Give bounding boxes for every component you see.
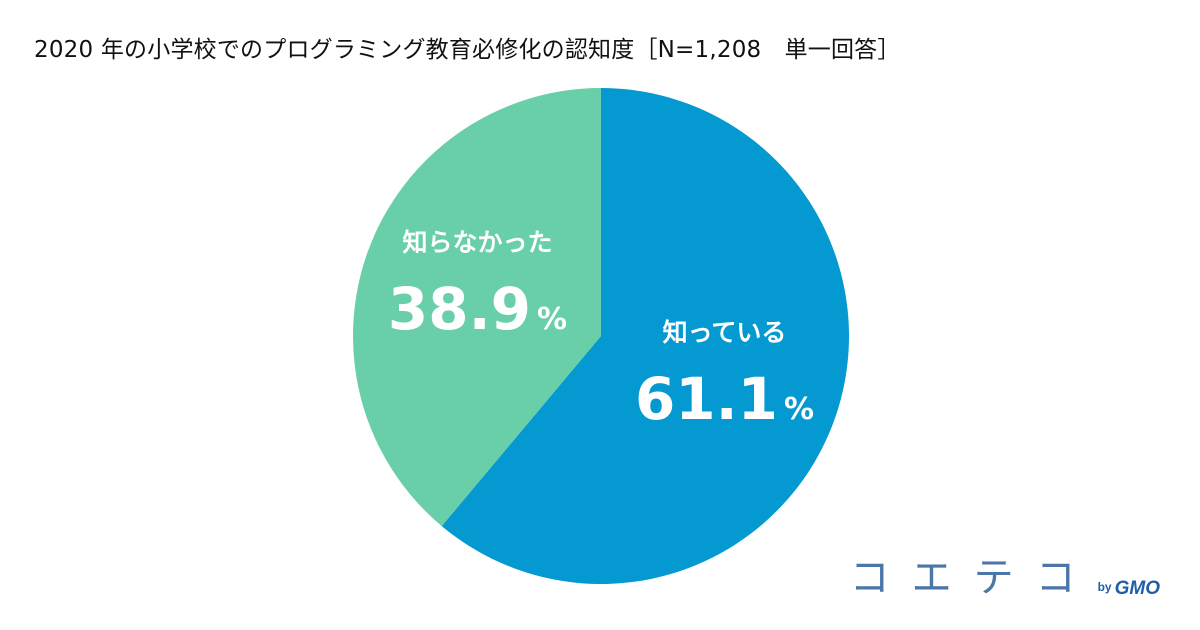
logo-wordmark: コエテコ xyxy=(849,555,1098,601)
slice-name-label-1: 知らなかった xyxy=(402,228,552,257)
chart-title: 2020 年の小学校でのプログラミング教育必修化の認知度［N=1,208 単一回… xyxy=(34,37,901,63)
pie-labels: 知っている 61.1 % 知らなかった 38.9% xyxy=(388,228,814,433)
slice-value-label-0: 61.1% xyxy=(635,365,814,433)
logo-by-text: by xyxy=(1097,580,1112,594)
slice-name-label-0: 知っている xyxy=(663,318,787,347)
slice-value-label-1: 38.9% xyxy=(388,275,567,343)
brand-logo: コエテコ by GMO xyxy=(850,558,1160,598)
logo-gmo-text: GMO xyxy=(1114,578,1160,599)
pie-slice-0 xyxy=(441,88,849,584)
pie-slices xyxy=(352,87,849,584)
pie-slice-1 xyxy=(352,87,601,527)
